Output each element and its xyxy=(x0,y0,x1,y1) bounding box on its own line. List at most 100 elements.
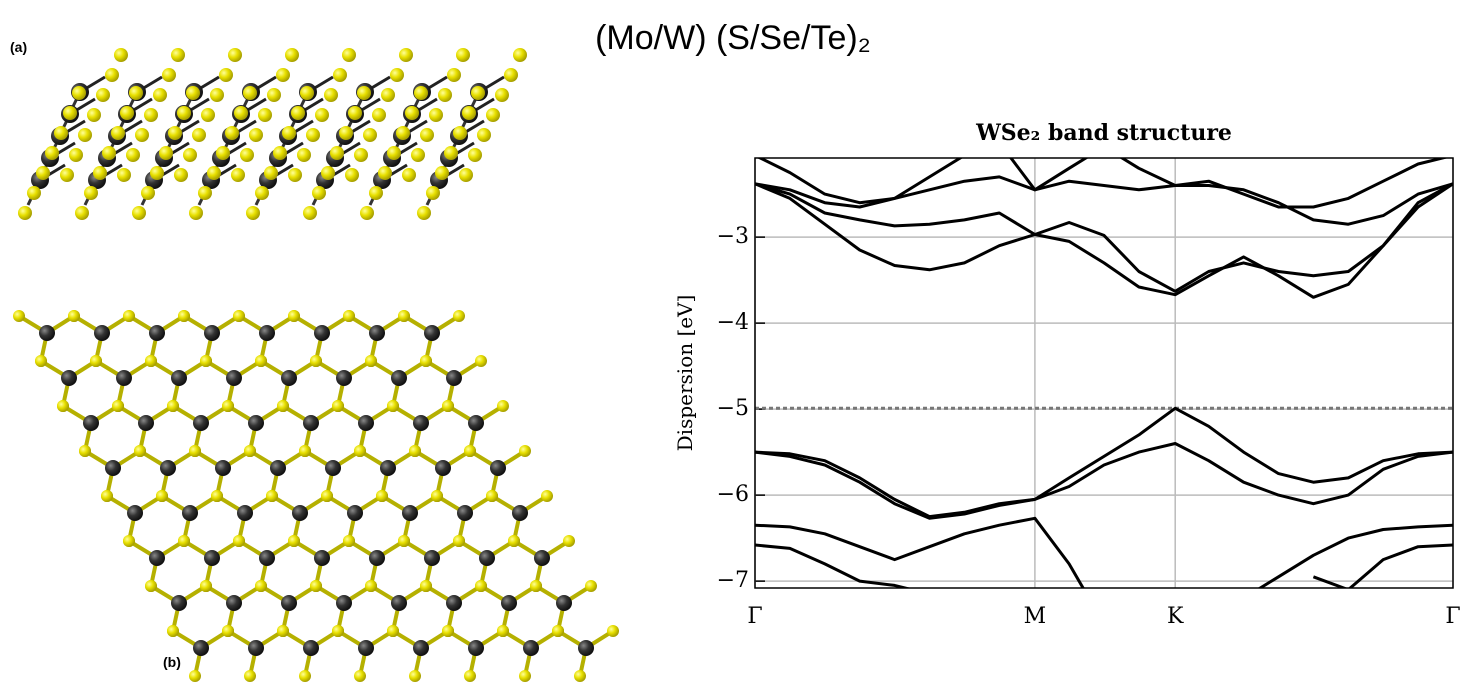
chalcogen-atom xyxy=(144,108,158,122)
chalcogen-atom xyxy=(332,400,344,412)
chalcogen-atom xyxy=(167,400,179,412)
chalcogen-atom xyxy=(228,48,242,62)
chalcogen-atom xyxy=(442,400,454,412)
chalcogen-atom xyxy=(101,490,113,502)
chalcogen-atom xyxy=(162,68,176,82)
chalcogen-atom xyxy=(145,580,157,592)
chalcogen-atom xyxy=(117,168,131,182)
chalcogen-atom xyxy=(129,86,143,100)
metal-atom xyxy=(303,640,319,656)
chalcogen-atom xyxy=(409,445,421,457)
metal-atom xyxy=(424,325,440,341)
chalcogen-atom xyxy=(585,580,597,592)
metal-atom xyxy=(281,595,297,611)
chalcogen-atom xyxy=(387,625,399,637)
metal-atom xyxy=(138,415,154,431)
chalcogen-atom xyxy=(60,168,74,182)
chalcogen-atom xyxy=(426,186,440,200)
chalcogen-atom xyxy=(150,166,164,180)
chalcogen-atom xyxy=(369,186,383,200)
metal-atom xyxy=(336,370,352,386)
metal-atom xyxy=(127,505,143,521)
chalcogen-atom xyxy=(123,310,135,322)
chalcogen-atom xyxy=(405,106,419,120)
chalcogen-atom xyxy=(357,86,371,100)
metal-atom xyxy=(171,370,187,386)
chalcogen-atom xyxy=(354,445,366,457)
chalcogen-atom xyxy=(348,106,362,120)
chalcogen-atom xyxy=(183,148,197,162)
chalcogen-atom xyxy=(13,310,25,322)
metal-atom xyxy=(534,550,550,566)
chalcogen-atom xyxy=(276,68,290,82)
chalcogen-atom xyxy=(464,445,476,457)
y-tick-label: −4 xyxy=(717,310,749,335)
chalcogen-atom xyxy=(324,88,338,102)
chalcogen-atom xyxy=(189,670,201,682)
chalcogen-atom xyxy=(330,146,344,160)
panel-label: (b) xyxy=(163,654,181,670)
chalcogen-atom xyxy=(297,148,311,162)
chalcogen-atom xyxy=(365,355,377,367)
chalcogen-atom xyxy=(363,128,377,142)
band-line xyxy=(755,184,1453,297)
metal-atom xyxy=(226,595,242,611)
chalcogen-atom xyxy=(471,86,485,100)
chalcogen-atom xyxy=(420,580,432,592)
chalcogen-atom xyxy=(396,126,410,140)
chalcogen-atom xyxy=(282,126,296,140)
chalcogen-atom xyxy=(519,445,531,457)
chalcogen-atom xyxy=(72,86,86,100)
chalcogen-atom xyxy=(233,310,245,322)
metal-atom xyxy=(215,460,231,476)
chalcogen-atom xyxy=(563,535,575,547)
chalcogen-atom xyxy=(444,146,458,160)
chalcogen-atom xyxy=(266,490,278,502)
metal-atom xyxy=(556,595,572,611)
chalcogen-atom xyxy=(264,166,278,180)
chalcogen-atom xyxy=(244,670,256,682)
metal-atom xyxy=(204,325,220,341)
chalcogen-atom xyxy=(376,490,388,502)
chalcogen-atom xyxy=(343,535,355,547)
metal-atom xyxy=(281,370,297,386)
chalcogen-atom xyxy=(508,535,520,547)
metal-atom xyxy=(413,415,429,431)
metal-atom xyxy=(248,415,264,431)
metal-atom xyxy=(501,595,517,611)
chalcogen-atom xyxy=(409,670,421,682)
chalcogen-atom xyxy=(497,625,509,637)
chalcogen-atom xyxy=(456,48,470,62)
panel-label: (a) xyxy=(10,39,27,55)
chalcogen-atom xyxy=(111,126,125,140)
chalcogen-atom xyxy=(468,148,482,162)
chalcogen-atom xyxy=(414,86,428,100)
chalcogen-atom xyxy=(63,106,77,120)
metal-atom xyxy=(248,640,264,656)
chalcogen-atom xyxy=(178,310,190,322)
chalcogen-atom xyxy=(141,186,155,200)
metal-atom xyxy=(391,595,407,611)
chalcogen-atom xyxy=(186,86,200,100)
chalcogen-atom xyxy=(360,206,374,220)
metal-atom xyxy=(446,595,462,611)
chalcogen-atom xyxy=(339,126,353,140)
metal-atom xyxy=(303,415,319,431)
chalcogen-atom xyxy=(135,128,149,142)
chalcogen-atom xyxy=(84,186,98,200)
chalcogen-atom xyxy=(453,310,465,322)
page: (Mo/W) (S/Se/Te)₂ (a) (b) WSe₂ band stru… xyxy=(0,0,1466,695)
band-line xyxy=(755,545,1453,594)
chalcogen-atom xyxy=(462,106,476,120)
chalcogen-atom xyxy=(198,186,212,200)
chalcogen-atom xyxy=(354,148,368,162)
chalcogen-atom xyxy=(35,355,47,367)
chalcogen-atom xyxy=(310,355,322,367)
chalcogen-atom xyxy=(246,206,260,220)
y-tick-label: −6 xyxy=(717,482,749,507)
metal-atom xyxy=(347,505,363,521)
metal-atom xyxy=(61,370,77,386)
metal-atom xyxy=(468,415,484,431)
chalcogen-atom xyxy=(126,148,140,162)
chalcogen-atom xyxy=(249,128,263,142)
